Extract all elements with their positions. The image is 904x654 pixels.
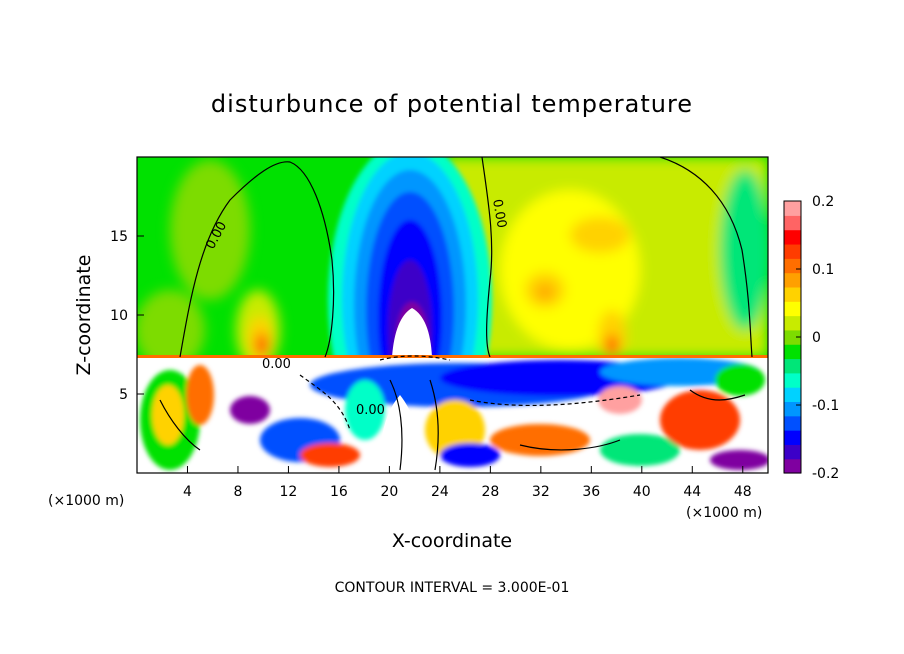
colorbar-swatch [784, 344, 801, 360]
colorbar-swatch [784, 201, 801, 216]
contour-interval-footer: CONTOUR INTERVAL = 3.000E-01 [335, 580, 570, 596]
colorbar-tick-label: -0.2 [812, 466, 839, 482]
x-unit-right: (×1000 m) [686, 505, 762, 521]
x-tick-label: 4 [183, 484, 192, 500]
x-tick-label: 20 [380, 484, 398, 500]
colorbar-swatch [784, 387, 801, 403]
colorbar-swatch [784, 329, 801, 345]
colorbar-swatch [784, 272, 801, 288]
contour-label-4: 0.00 [356, 403, 385, 418]
colorbar-tick-label: -0.1 [812, 398, 839, 414]
y-axis-label: Z-coordinate [73, 255, 95, 376]
heatmap-field: 0.00 0.00 0.00 0.00 [137, 157, 768, 473]
x-tick-label: 12 [280, 484, 298, 500]
x-unit-left: (×1000 m) [48, 493, 124, 509]
y-tick-label: 10 [110, 308, 128, 324]
colorbar-swatch [784, 458, 801, 474]
colorbar-swatch [784, 372, 801, 388]
x-tick-label: 28 [481, 484, 499, 500]
colorbar-swatch [784, 243, 801, 259]
x-axis-label: X-coordinate [392, 530, 512, 552]
colorbar-swatch [784, 401, 801, 417]
x-tick-label: 44 [683, 484, 701, 500]
x-tick-label: 8 [233, 484, 242, 500]
colorbar-tick-label: 0.2 [812, 194, 834, 210]
colorbar-tick-label: 0.1 [812, 262, 834, 278]
y-tick-label: 5 [119, 387, 128, 403]
colorbar-swatch [784, 415, 801, 431]
colorbar-swatch [784, 301, 801, 317]
x-tick-label: 48 [734, 484, 752, 500]
colorbar-swatch [784, 444, 801, 460]
x-tick-label: 16 [330, 484, 348, 500]
colorbar-swatch [784, 215, 801, 231]
x-tick-label: 36 [582, 484, 600, 500]
contour-label-3: 0.00 [262, 357, 291, 372]
colorbar-ticks: 0.2 0.1 0 -0.1 -0.2 [796, 194, 839, 482]
contour-label-2: 0.00 [489, 198, 509, 229]
colorbar-swatch [784, 286, 801, 302]
colorbar-tick-label: 0 [812, 330, 821, 346]
colorbar-swatch [784, 315, 801, 331]
colorbar-swatch [784, 430, 801, 445]
x-tick-label: 32 [532, 484, 550, 500]
contour-lines [159, 157, 753, 471]
y-axis-ticks: 5 10 15 [110, 229, 144, 403]
colorbar-swatch [784, 258, 801, 274]
colorbar-swatch [784, 229, 801, 245]
x-tick-label: 24 [431, 484, 449, 500]
x-tick-label: 40 [633, 484, 651, 500]
colorbar-swatch [784, 358, 801, 374]
y-tick-label: 15 [110, 229, 128, 245]
x-axis-ticks: 4 8 12 16 20 24 28 32 36 40 44 48 [183, 466, 752, 500]
chart-title: disturbunce of potential temperature [211, 90, 693, 118]
